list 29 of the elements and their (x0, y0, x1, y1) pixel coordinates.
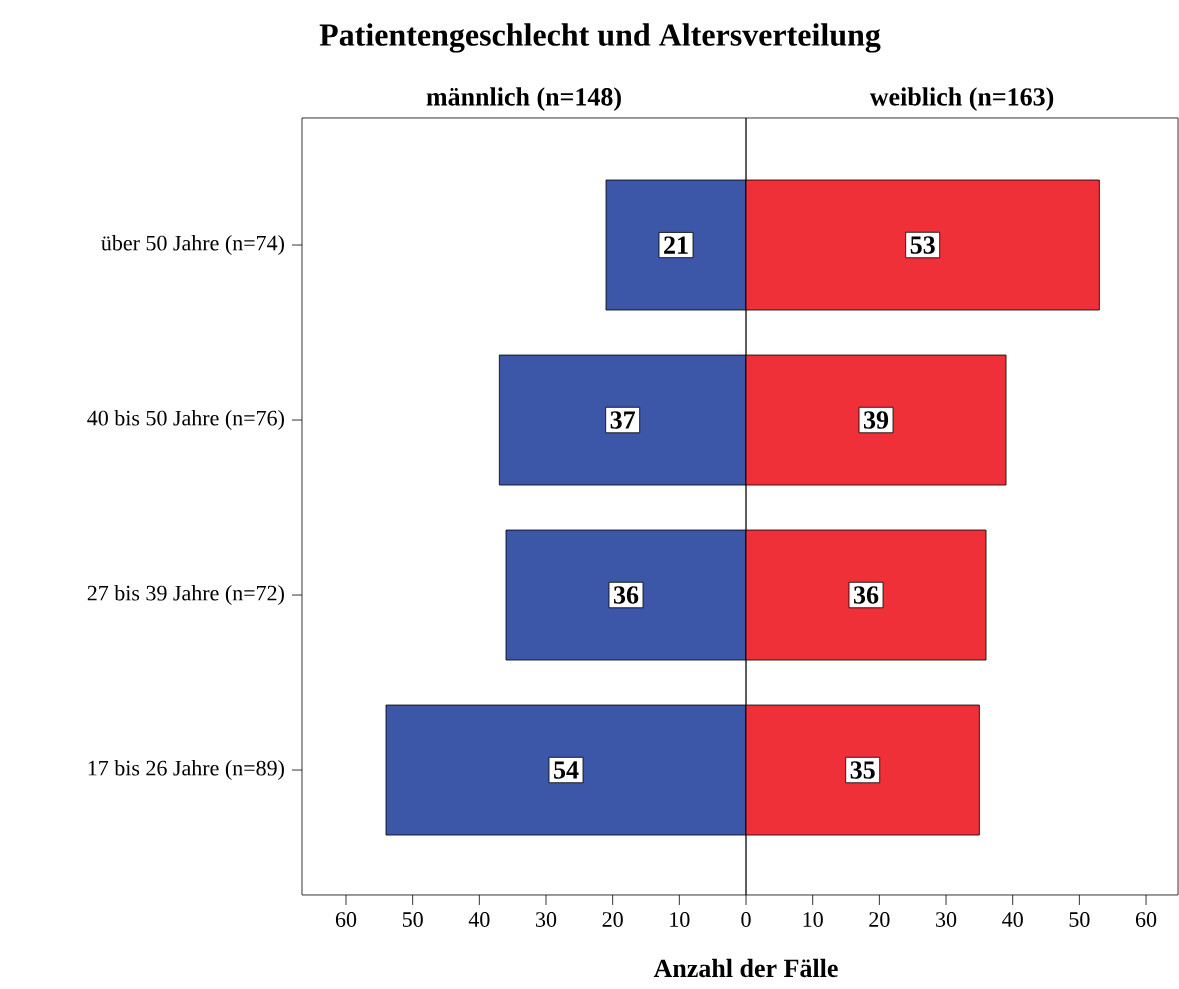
x-tick-label: 50 (1069, 912, 1090, 927)
x-tick-label: 60 (1135, 912, 1157, 927)
data-label: 53 (910, 236, 935, 254)
text: weiblich (n=163) (869, 87, 1054, 111)
x-tick-label: 40 (1002, 912, 1023, 927)
data-label: 36 (613, 586, 639, 604)
x-tick-label: 20 (869, 912, 890, 927)
data-label: 21 (664, 236, 688, 254)
y-tick-label: 40 bis 50 Jahre (n=76) (87, 410, 284, 430)
x-axis-title: Anzahl der Fälle (653, 958, 838, 978)
x-tick-label: 50 (402, 912, 423, 927)
x-tick-label: 10 (670, 912, 690, 927)
data-label: 54 (554, 761, 579, 779)
x-tick-label: 0 (741, 912, 751, 927)
x-tick-label: 30 (536, 912, 557, 927)
data-label: 39 (864, 411, 889, 429)
x-tick-label: 30 (936, 912, 957, 927)
y-tick-label: 17 bis 26 Jahre (n=89) (88, 760, 284, 780)
data-label: 36 (854, 586, 879, 604)
x-tick-label: 40 (468, 912, 490, 927)
y-tick-label: über 50 Jahre (n=74) (101, 235, 284, 255)
chart-title: Patientengeschlecht und Altersverteilung (319, 23, 881, 53)
data-label: 35 (850, 761, 875, 779)
x-tick-label: 10 (803, 912, 823, 927)
text: männlich (n=148) (426, 87, 621, 111)
x-tick-label: 60 (335, 912, 357, 927)
x-tick-label: 20 (602, 912, 623, 927)
y-tick-label: 27 bis 39 Jahre (n=72) (87, 585, 284, 605)
data-label: 37 (610, 411, 636, 429)
